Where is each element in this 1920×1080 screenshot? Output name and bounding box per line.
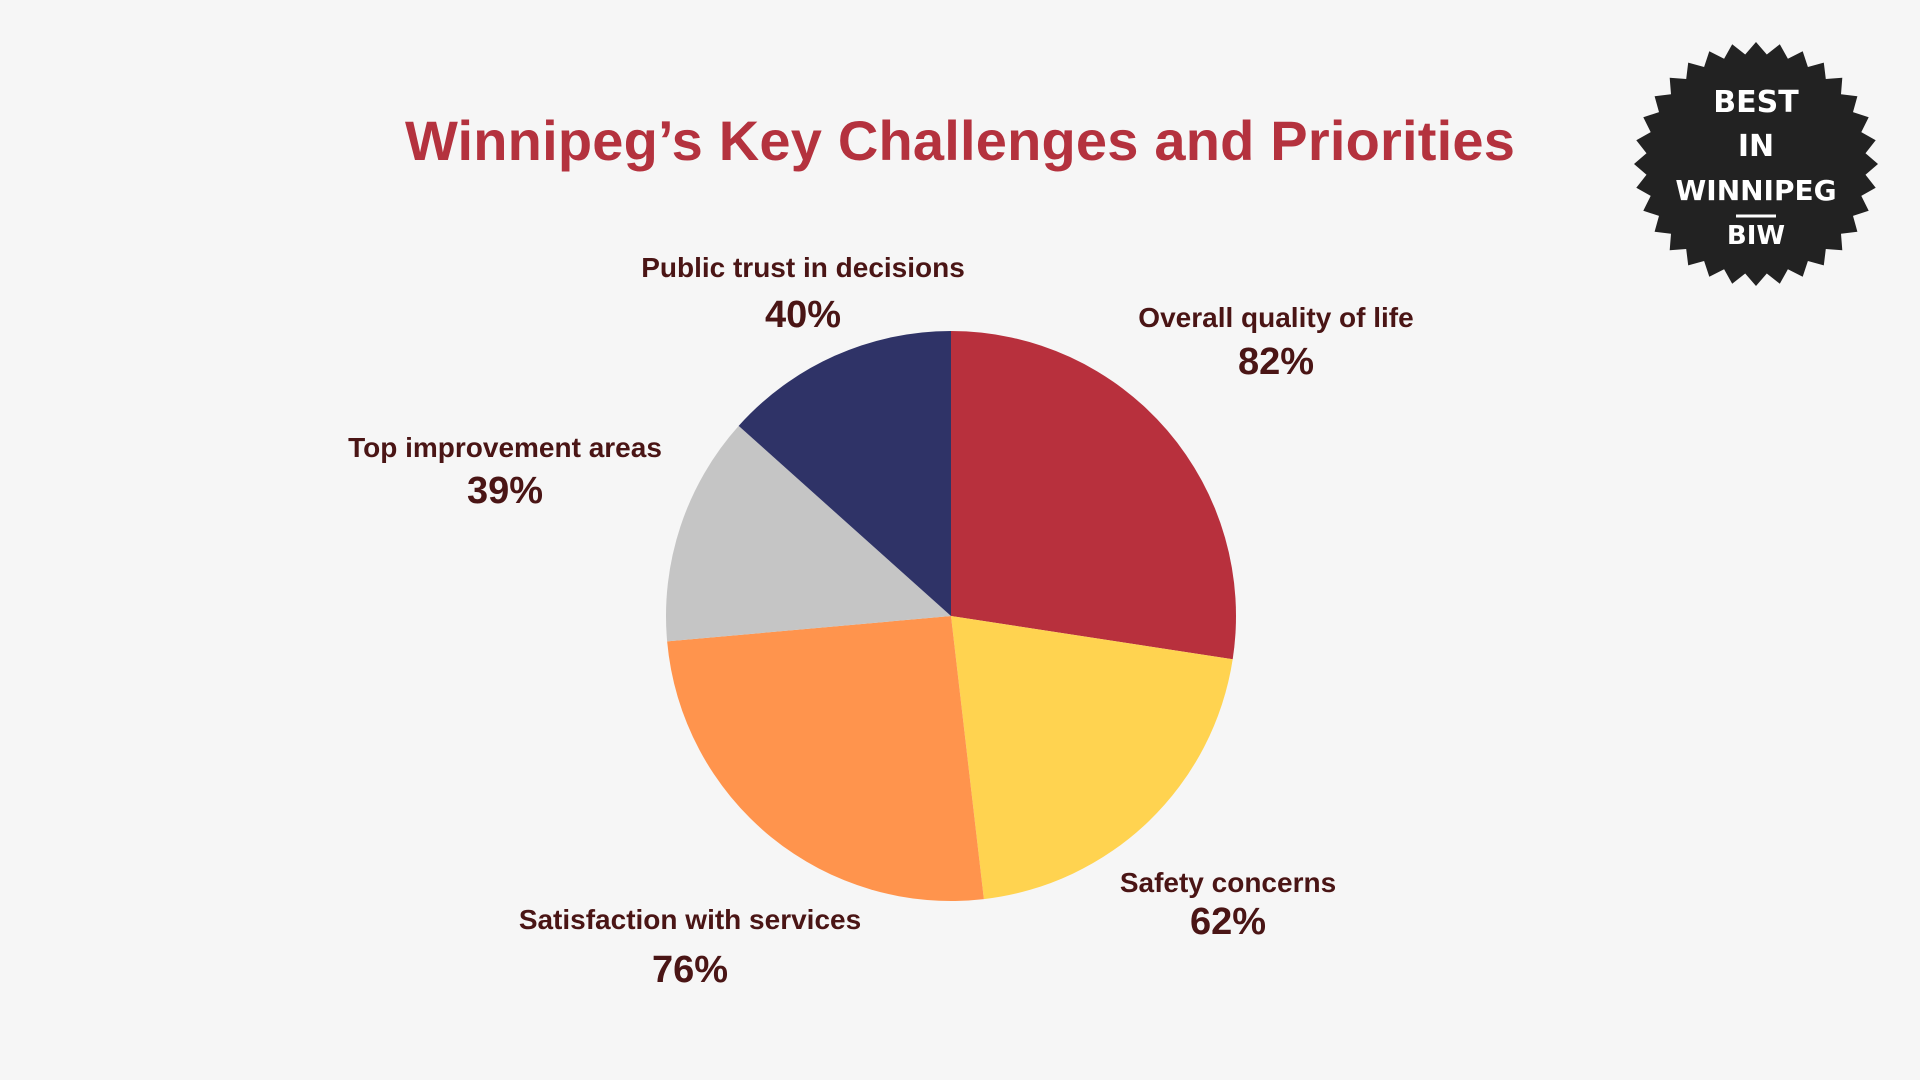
pie-slice-overall-quality-of-life [951, 331, 1236, 660]
logo-line-3: WINNIPEG [1675, 174, 1836, 207]
pie-slice-top-improvement-areas [666, 425, 951, 642]
slice-label: Top improvement areas [348, 432, 662, 463]
best-in-winnipeg-logo: BEST IN WINNIPEG BIW [1634, 42, 1878, 286]
chart-title: Winnipeg’s Key Challenges and Priorities [404, 109, 1516, 172]
pie-slices [666, 331, 1236, 901]
slice-value: 76% [652, 949, 728, 991]
slice-value: 39% [467, 470, 543, 512]
slice-value: 62% [1190, 901, 1266, 943]
slice-value: 40% [765, 294, 841, 336]
logo-badge-shape [1634, 42, 1878, 286]
logo-abbr: BIW [1727, 221, 1785, 251]
logo-line-1: BEST [1713, 85, 1799, 120]
slice-label: Satisfaction with services [519, 904, 861, 935]
pie-labels: Overall quality of life 82% Safety concern… [348, 252, 1414, 991]
slice-label: Safety concerns [1120, 867, 1336, 898]
slice-label: Public trust in decisions [641, 252, 965, 283]
pie-slice-satisfaction-with-services [667, 616, 984, 901]
pie-slice-safety-concerns [951, 616, 1233, 900]
slice-label: Overall quality of life [1138, 302, 1413, 333]
slice-value: 82% [1238, 341, 1314, 383]
pie-slice-public-trust-in-decisions [738, 331, 951, 616]
logo-line-2: IN [1738, 129, 1774, 164]
